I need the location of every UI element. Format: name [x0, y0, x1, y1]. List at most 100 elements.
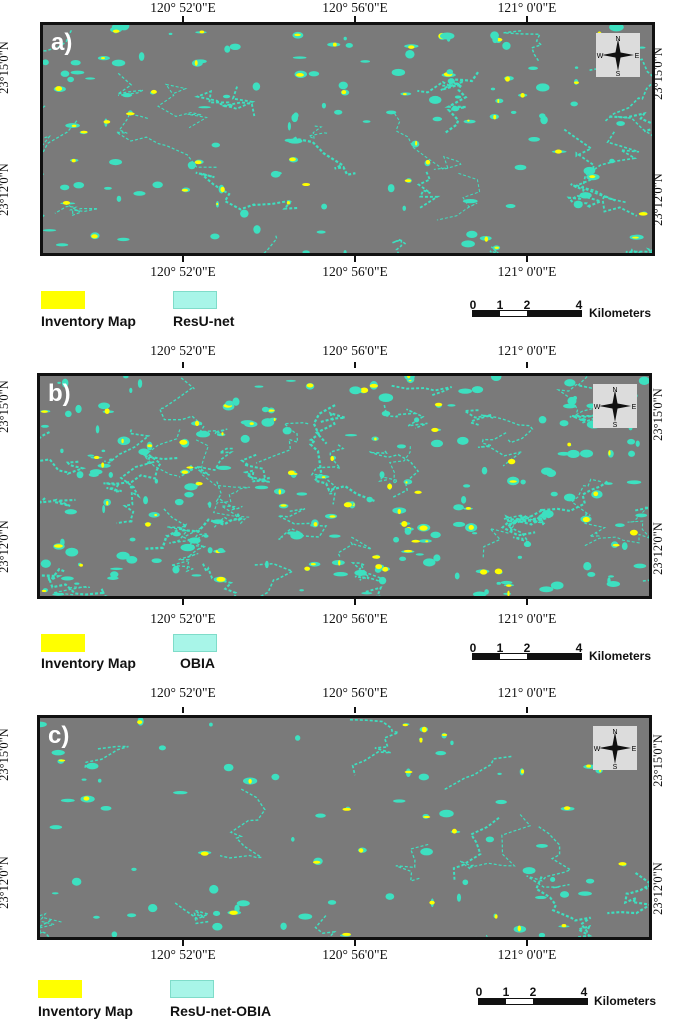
predicted-landslide-patch	[471, 386, 484, 394]
predicted-landslide-patch	[223, 763, 234, 772]
svg-text:E: E	[632, 746, 637, 753]
predicted-landslide-patch	[109, 458, 113, 462]
drainage-feature	[500, 512, 544, 537]
drainage-feature	[240, 453, 270, 483]
predicted-landslide-patch	[564, 379, 576, 387]
predicted-landslide-patch	[403, 479, 413, 485]
predicted-landslide-patch	[333, 571, 348, 577]
predicted-landslide-patch	[101, 449, 106, 453]
predicted-landslide-patch	[74, 582, 80, 585]
inventory-landslide-patch	[199, 30, 205, 34]
predicted-landslide-patch	[607, 577, 611, 585]
inventory-landslide-patch	[554, 149, 562, 154]
drainage-feature	[53, 586, 91, 596]
inventory-landslide-patch	[280, 504, 287, 507]
predicted-landslide-patch	[172, 565, 180, 574]
inventory-landslide-patch	[342, 807, 352, 811]
predicted-landslide-patch	[570, 101, 578, 107]
drainage-feature	[506, 480, 609, 532]
predicted-landslide-patch	[485, 836, 495, 843]
landslide-map	[43, 25, 652, 253]
inventory-landslide-patch	[484, 236, 489, 242]
predicted-landslide-patch	[535, 895, 547, 900]
inventory-landslide-patch	[137, 720, 143, 725]
drainage-feature	[178, 447, 234, 478]
predicted-landslide-patch	[60, 70, 70, 77]
inventory-landslide-patch	[321, 476, 326, 479]
top-longitude-label: 120° 52'0"E	[150, 685, 216, 700]
predicted-landslide-patch	[550, 876, 556, 883]
bottom-longitude-label: 121° 0'0"E	[497, 611, 557, 626]
inventory-landslide-patch	[415, 140, 418, 146]
predicted-landslide-patch	[173, 791, 188, 795]
svg-text:N: N	[612, 387, 617, 394]
inventory-landslide-patch	[387, 483, 393, 490]
inventory-landslide-patch	[429, 900, 435, 905]
tick-mark	[354, 362, 356, 368]
predicted-landslide-patch	[502, 41, 511, 50]
inventory-landslide-patch	[40, 410, 48, 413]
inventory-landslide-patch	[414, 490, 422, 494]
inventory-landslide-patch	[306, 383, 314, 388]
predicted-landslide-patch	[579, 449, 594, 458]
panel-a: 120° 52'0"E 120° 56'0"E 121° 0'0"E 23°15…	[0, 0, 685, 340]
predicted-landslide-patch	[454, 95, 462, 99]
predicted-landslide-patch	[462, 199, 478, 204]
predicted-landslide-patch	[500, 580, 513, 585]
inventory-landslide-patch	[93, 455, 100, 460]
svg-text:S: S	[613, 764, 618, 770]
predicted-landslide-patch	[129, 537, 136, 542]
drainage-feature	[617, 116, 652, 137]
predicted-landslide-patch	[60, 798, 75, 803]
inventory-landslide-patch	[507, 458, 516, 465]
predicted-landslide-patch	[98, 402, 111, 410]
predicted-landslide-patch	[129, 387, 133, 394]
predicted-landslide-patch	[635, 513, 648, 518]
inventory-landslide-patch	[278, 489, 282, 495]
inventory-landslide-patch	[402, 93, 407, 96]
predicted-landslide-patch	[51, 892, 59, 895]
legend-model-swatch	[170, 980, 214, 998]
predicted-landslide-patch	[81, 778, 87, 781]
bottom-longitude-label: 120° 52'0"E	[150, 611, 216, 626]
top-longitude-label: 121° 0'0"E	[497, 685, 557, 700]
predicted-landslide-patch	[495, 799, 507, 805]
inventory-landslide-patch	[434, 402, 443, 407]
predicted-landslide-patch	[396, 444, 406, 449]
drainage-feature	[170, 527, 204, 573]
drainage-feature	[308, 404, 377, 503]
map-frame: b) N S E W	[37, 373, 652, 599]
predicted-landslide-patch	[362, 120, 371, 123]
inventory-landslide-patch	[451, 828, 457, 834]
predicted-landslide-patch	[282, 427, 292, 435]
predicted-landslide-patch	[225, 400, 234, 406]
scale-bar	[472, 653, 582, 660]
tick-mark	[354, 940, 356, 946]
predicted-landslide-patch	[75, 404, 82, 414]
inventory-landslide-patch	[286, 200, 290, 205]
inventory-landslide-patch	[41, 589, 47, 593]
legend-inventory-swatch	[41, 634, 85, 652]
drainage-feature	[263, 235, 278, 253]
predicted-landslide-patch	[463, 119, 476, 124]
predicted-landslide-patch	[379, 471, 385, 479]
predicted-landslide-patch	[236, 900, 250, 907]
predicted-landslide-patch	[458, 388, 473, 394]
drainage-feature	[43, 105, 52, 146]
svg-text:E: E	[635, 53, 640, 60]
predicted-landslide-patch	[457, 436, 469, 445]
drainage-feature	[40, 431, 87, 476]
left-latitude-label: 23°15'0"N	[0, 380, 11, 433]
inventory-landslide-patch	[506, 584, 512, 587]
inventory-landslide-patch	[425, 159, 431, 165]
inventory-landslide-patch	[154, 513, 158, 517]
predicted-landslide-patch	[433, 554, 441, 562]
legend-model-label: OBIA	[180, 655, 215, 671]
predicted-landslide-patch	[210, 233, 220, 240]
inventory-landslide-patch	[330, 456, 335, 462]
inventory-landslide-patch	[71, 124, 77, 128]
scale-tick-label: 0	[469, 641, 477, 655]
inventory-landslide-patch	[497, 98, 500, 104]
inventory-landslide-patch	[313, 522, 318, 527]
predicted-landslide-patch	[628, 450, 636, 457]
